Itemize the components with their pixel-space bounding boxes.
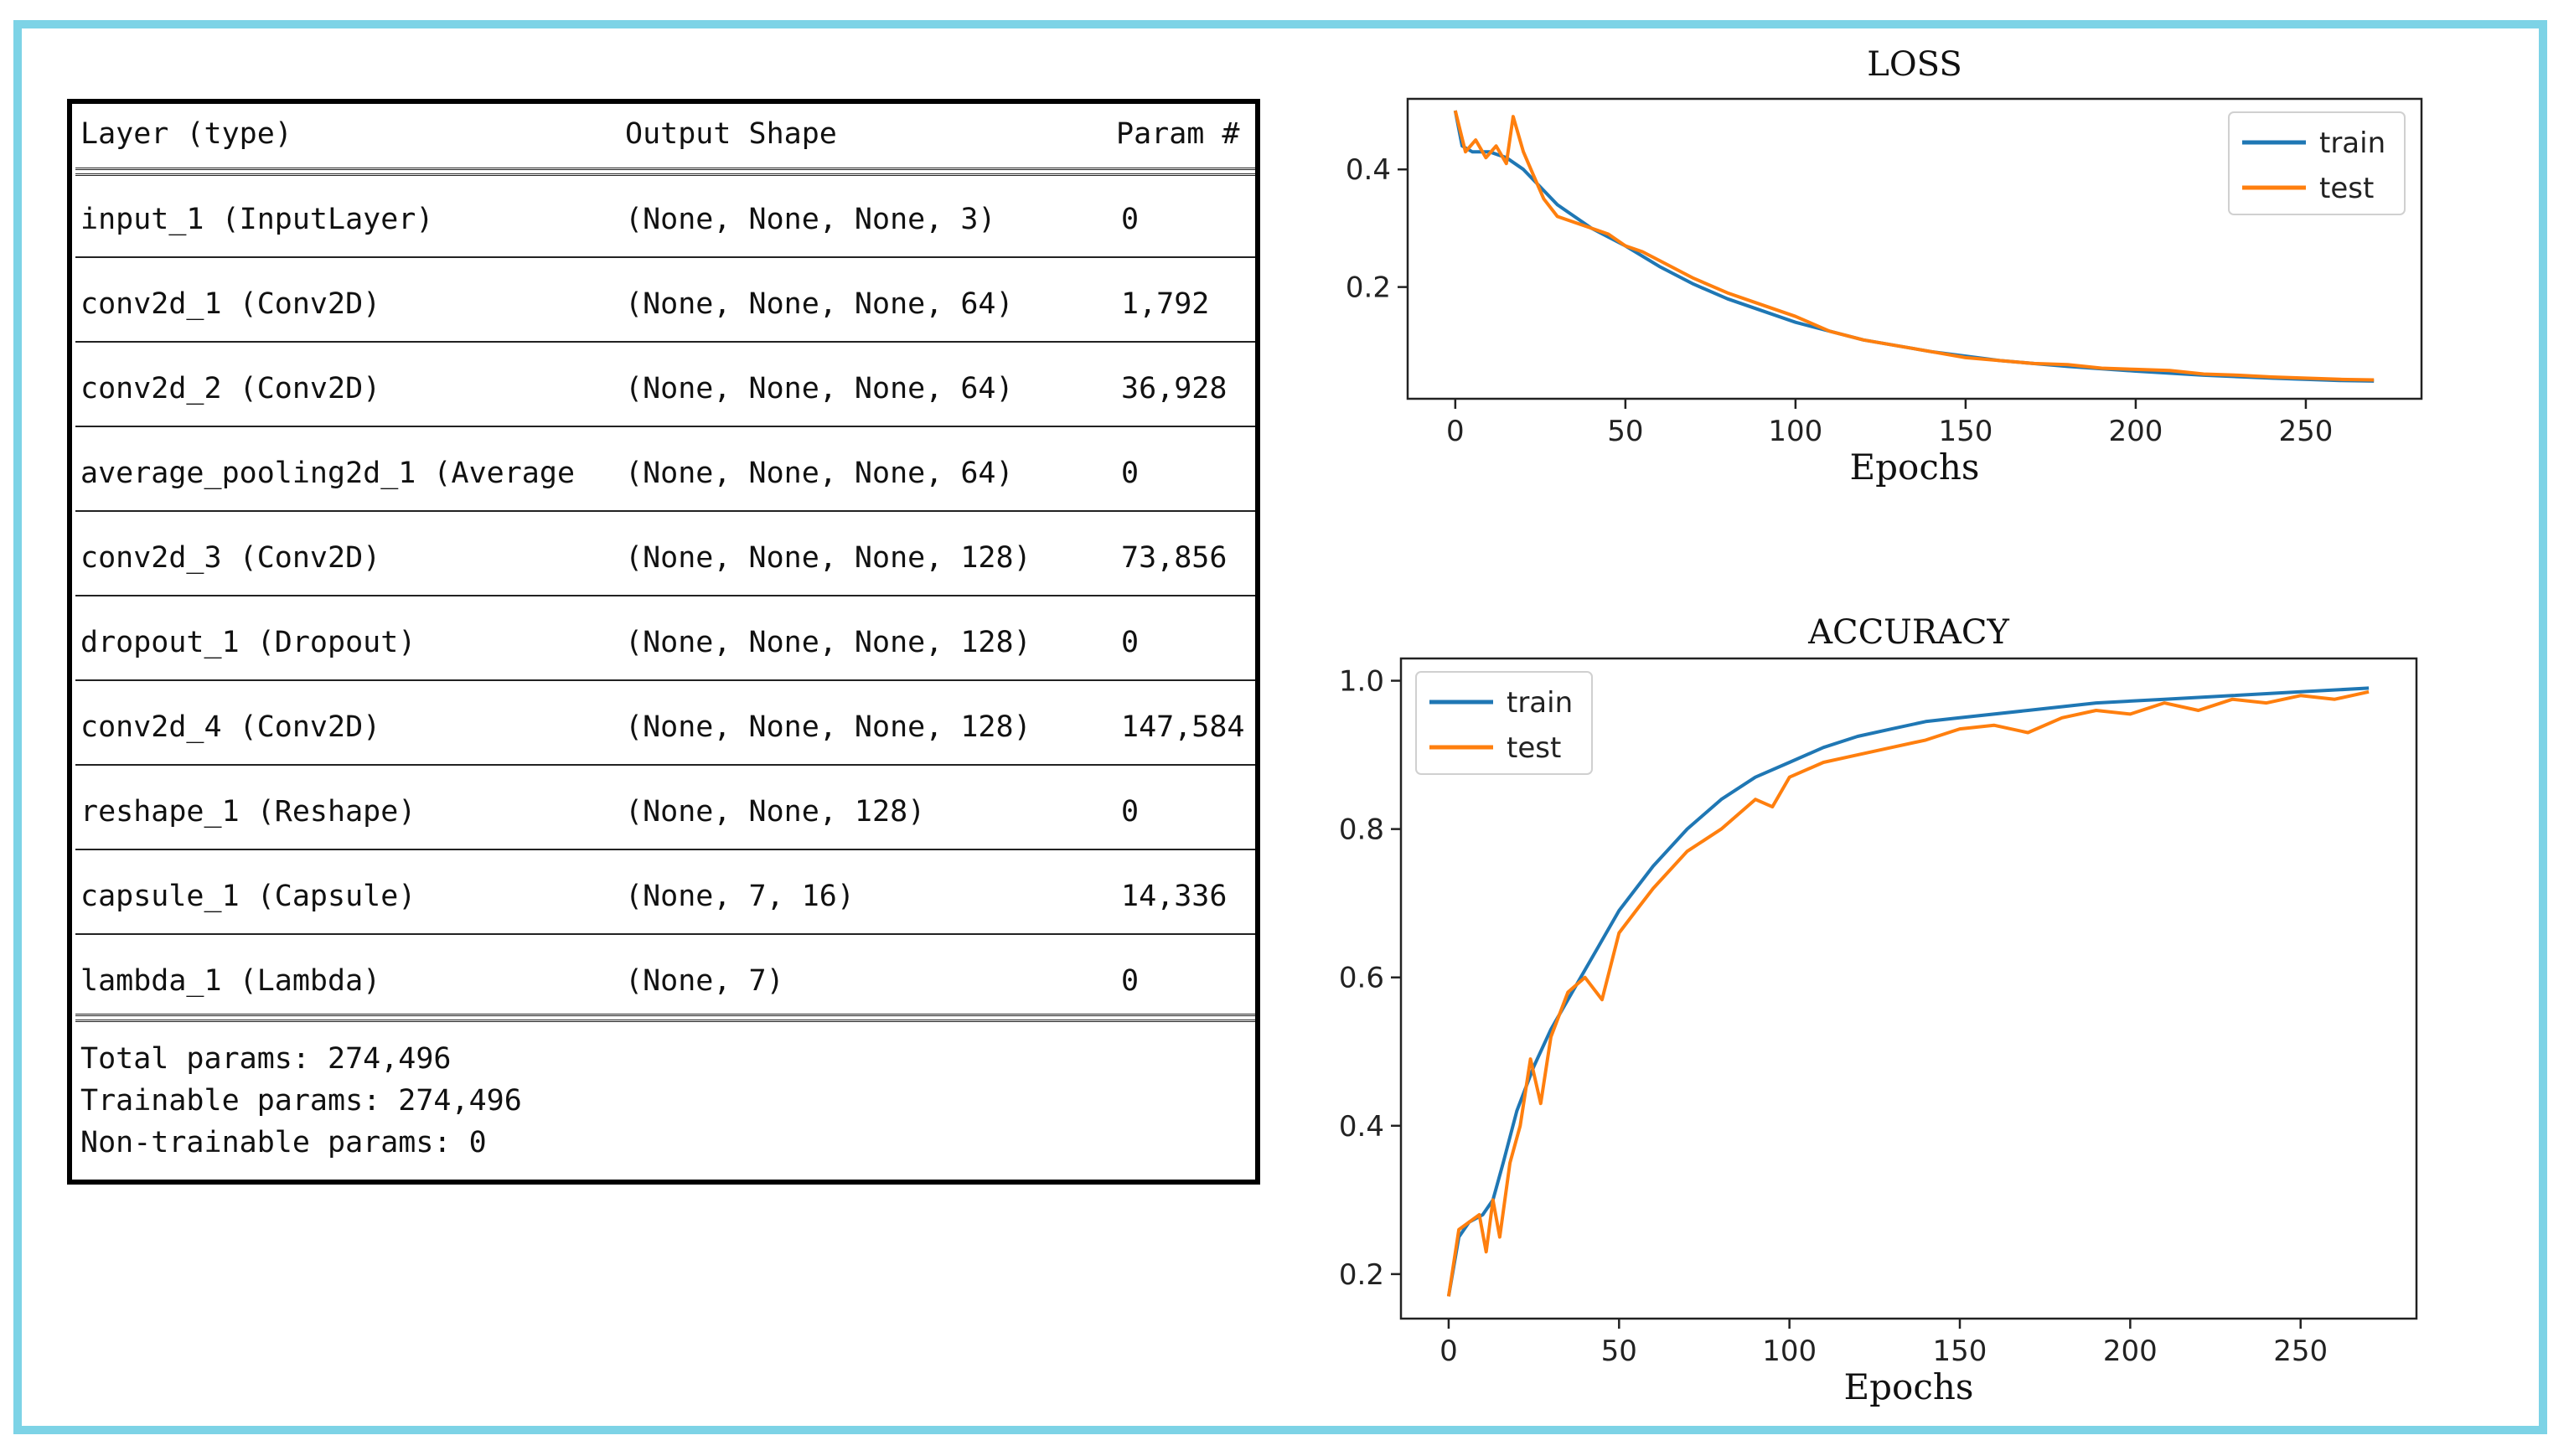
row-separator	[75, 256, 1255, 258]
row-separator	[75, 595, 1255, 596]
header-param: Param #	[1116, 117, 1240, 151]
x-tick-label: 250	[2273, 1335, 2328, 1368]
x-axis-label: Epochs	[1850, 447, 1980, 488]
row-layer: dropout_1 (Dropout)	[80, 626, 416, 659]
row-layer: lambda_1 (Lambda)	[80, 964, 381, 998]
header-output: Output Shape	[625, 117, 837, 151]
series-line-test	[1453, 110, 2375, 382]
chart-title: ACCURACY	[1807, 613, 2009, 652]
y-tick-label: 1.0	[1339, 665, 1384, 699]
row-output: (None, None, None, 128)	[625, 626, 1031, 659]
plot-frame	[1406, 97, 2423, 400]
x-tick-label: 100	[1762, 1335, 1817, 1368]
legend-label-train: train	[2319, 126, 2385, 160]
row-output: (None, None, None, 64)	[625, 457, 1014, 490]
row-param: 0	[1121, 964, 1140, 998]
x-tick-label: 200	[2108, 415, 2163, 448]
legend-label-test: test	[2319, 172, 2374, 205]
row-layer: conv2d_4 (Conv2D)	[80, 710, 381, 744]
row-layer: capsule_1 (Capsule)	[80, 880, 416, 913]
legend-label-test: test	[1507, 731, 1561, 765]
series-line-train	[1446, 686, 2370, 1297]
row-param: 0	[1121, 626, 1140, 659]
row-output: (None, None, None, 128)	[625, 541, 1031, 575]
header-rule	[75, 168, 1255, 176]
accuracy-chart: ACCURACY 0 50 100 150 200 250 0.2 0.4 0.6 0.8 1.0 Ep…	[1339, 613, 2418, 1407]
row-param: 14,336	[1121, 880, 1228, 913]
y-tick-label: 0.2	[1339, 1258, 1384, 1292]
loss-chart: LOSS 0 50 100 150 200 250 0.2 0.4 Epochs train test	[1346, 45, 2423, 488]
row-separator	[75, 849, 1255, 850]
row-output: (None, None, None, 3)	[625, 203, 996, 236]
outer-frame	[13, 20, 2547, 1434]
row-separator	[75, 764, 1255, 766]
x-axis-label: Epochs	[1844, 1366, 1974, 1407]
y-tick-label: 0.8	[1339, 813, 1384, 847]
row-output: (None, 7)	[625, 964, 784, 998]
header-layer: Layer (type)	[80, 117, 292, 151]
row-layer: conv2d_3 (Conv2D)	[80, 541, 381, 575]
row-param: 1,792	[1121, 287, 1210, 321]
trainable-params: Trainable params: 274,496	[80, 1084, 522, 1118]
row-separator	[75, 933, 1255, 935]
row-param: 36,928	[1121, 372, 1228, 405]
x-tick-label: 0	[1446, 415, 1465, 448]
row-param: 73,856	[1121, 541, 1228, 575]
row-separator	[75, 341, 1255, 343]
row-layer: average_pooling2d_1 (Average	[80, 457, 576, 490]
row-layer: conv2d_2 (Conv2D)	[80, 372, 381, 405]
plot-frame	[1399, 657, 2418, 1320]
model-summary-table: Layer (type) Output Shape Param # input_…	[67, 99, 1260, 1185]
x-tick-label: 250	[2278, 415, 2333, 448]
x-tick-label: 200	[2103, 1335, 2158, 1368]
x-tick-label: 150	[1938, 415, 1993, 448]
row-param: 0	[1121, 203, 1140, 236]
row-output: (None, None, None, 64)	[625, 372, 1014, 405]
x-tick-label: 50	[1601, 1335, 1637, 1368]
y-tick-label: 0.2	[1346, 271, 1391, 305]
row-separator	[75, 510, 1255, 512]
x-tick-label: 100	[1768, 415, 1822, 448]
row-output: (None, None, 128)	[625, 795, 926, 829]
row-param: 147,584	[1121, 710, 1245, 744]
row-layer: conv2d_1 (Conv2D)	[80, 287, 381, 321]
y-tick-label: 0.6	[1339, 962, 1384, 995]
legend-label-train: train	[1507, 686, 1573, 720]
row-layer: input_1 (InputLayer)	[80, 203, 434, 236]
chart-title: LOSS	[1867, 45, 1962, 84]
series-line-test	[1446, 689, 2370, 1297]
x-tick-label: 50	[1607, 415, 1643, 448]
row-output: (None, 7, 16)	[625, 880, 855, 913]
y-tick-label: 0.4	[1339, 1110, 1384, 1144]
total-params: Total params: 274,496	[80, 1042, 452, 1076]
y-tick-label: 0.4	[1346, 153, 1391, 187]
x-tick-label: 150	[1933, 1335, 1987, 1368]
row-separator	[75, 426, 1255, 427]
x-tick-label: 0	[1439, 1335, 1458, 1368]
row-param: 0	[1121, 795, 1140, 829]
row-layer: reshape_1 (Reshape)	[80, 795, 416, 829]
row-output: (None, None, None, 128)	[625, 710, 1031, 744]
totals-rule	[75, 1014, 1255, 1022]
non-trainable-params: Non-trainable params: 0	[80, 1126, 487, 1159]
row-output: (None, None, None, 64)	[625, 287, 1014, 321]
row-param: 0	[1121, 457, 1140, 490]
row-separator	[75, 679, 1255, 681]
